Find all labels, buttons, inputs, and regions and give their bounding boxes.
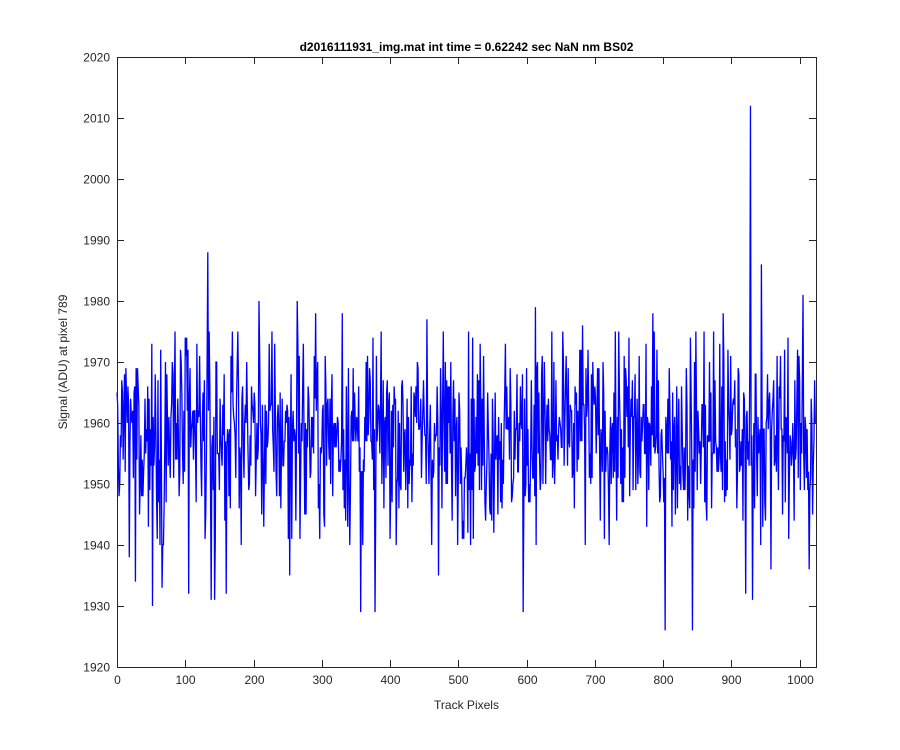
y-tick-label: 1960 <box>83 417 110 431</box>
x-tick-label: 400 <box>380 673 400 687</box>
y-tick-label: 1990 <box>83 234 110 248</box>
y-axis-label: Signal (ADU) at pixel 789 <box>56 294 70 429</box>
x-axis: 0 100 200 300 400 500 600 700 800 900 1000 <box>114 57 814 687</box>
x-tick-label: 900 <box>721 673 741 687</box>
y-tick-label: 1940 <box>83 539 110 553</box>
y-tick-label: 1950 <box>83 478 110 492</box>
y-axis: 1920 1930 1940 1950 1960 1970 1980 1990 2000 2010… <box>83 51 816 675</box>
y-tick-label: 1930 <box>83 600 110 614</box>
x-tick-label: 200 <box>244 673 264 687</box>
x-tick-label: 800 <box>653 673 673 687</box>
x-tick-label: 1000 <box>787 673 814 687</box>
x-tick-label: 700 <box>585 673 605 687</box>
x-tick-label: 0 <box>114 673 121 687</box>
series-layer <box>116 105 816 631</box>
signal-series-line <box>116 105 816 631</box>
y-tick-label: 1920 <box>83 661 110 675</box>
y-tick-label: 1980 <box>83 295 110 309</box>
y-tick-label: 2000 <box>83 173 110 187</box>
x-tick-label: 600 <box>517 673 537 687</box>
x-tick-label: 300 <box>312 673 332 687</box>
chart-title: d2016111931_img.mat int time = 0.62242 s… <box>300 40 634 54</box>
x-axis-label: Track Pixels <box>434 698 499 712</box>
y-tick-label: 2020 <box>83 51 110 65</box>
x-tick-label: 500 <box>448 673 468 687</box>
y-tick-label: 2010 <box>83 112 110 126</box>
plot-area <box>117 57 816 667</box>
x-tick-label: 100 <box>175 673 195 687</box>
y-tick-label: 1970 <box>83 356 110 370</box>
